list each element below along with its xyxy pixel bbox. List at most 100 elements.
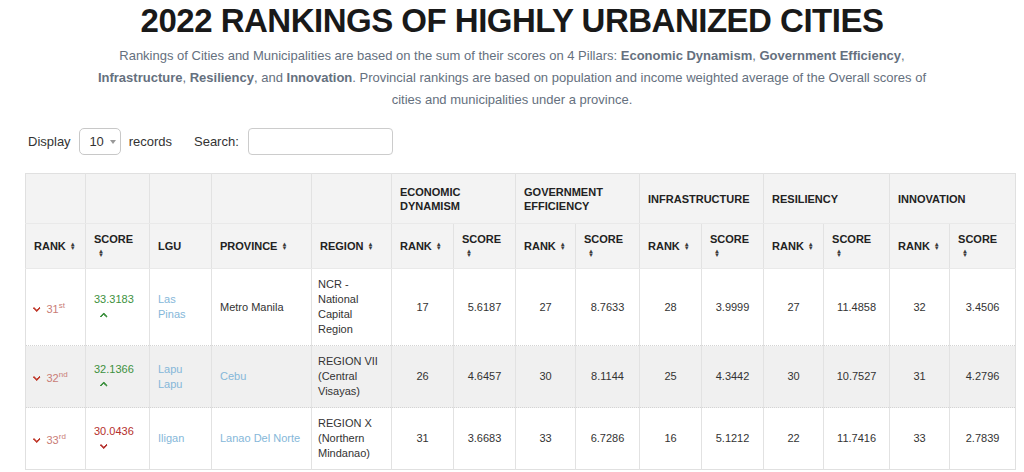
pillar-group-label: RESILIENCY [772,193,838,205]
pillar-score-cell: 8.1144 [576,346,640,408]
sort-icon: ▲▼ [70,242,76,251]
header-spacer-province [212,174,312,224]
column-header-label: SCORE [832,233,871,245]
display-label: Display [28,134,71,149]
column-header-resiliency-score[interactable]: SCORE▲▼ [824,224,890,269]
overall-score-cell: 32.1366 [86,346,150,408]
pillar-name-resiliency: Resiliency [190,70,254,85]
rank-cell: 31st [26,269,86,346]
province-link[interactable]: Lanao Del Norte [220,432,300,444]
page-size-select[interactable]: 10 [79,128,121,155]
region-cell: REGION X (Northern Mindanao) [312,408,392,470]
sort-icon: ▲▼ [367,242,373,251]
column-header-label: SCORE [710,233,749,245]
trend-up-icon [100,312,108,320]
lgu-cell: Lapu Lapu [150,346,212,408]
trend-down-icon [33,435,41,443]
lgu-link[interactable]: Iligan [158,432,184,444]
lgu-link[interactable]: Las Pinas [158,293,186,320]
column-header-economic-dynamism-score[interactable]: SCORE▲▼ [454,224,516,269]
column-header-innovation-score[interactable]: SCORE ▲▼ [950,224,1016,269]
province-cell: Lanao Del Norte [212,408,312,470]
pillar-score-cell: 5.6187 [454,269,516,346]
page-size-value: 10 [89,134,103,149]
column-header-province[interactable]: PROVINCE▲▼ [212,224,312,269]
pillar-group-header-government-efficiency: GOVERNMENT EFFICIENCY [516,174,640,224]
overall-score-cell: 30.0436 [86,408,150,470]
column-header-label: SCORE [584,233,623,245]
sort-icon: ▲▼ [588,249,594,258]
column-header-government-efficiency-rank[interactable]: RANK▲▼ [516,224,576,269]
sort-icon: ▲▼ [281,242,287,251]
column-header-infrastructure-rank[interactable]: RANK▲▼ [640,224,702,269]
column-header-score[interactable]: SCORE ▲▼ [86,224,150,269]
trend-up-icon [100,382,108,390]
column-header-label: RANK [400,240,432,252]
search-input[interactable] [248,128,393,155]
sort-icon: ▲▼ [560,242,566,251]
search-label: Search: [194,134,239,149]
sort-icon: ▲▼ [98,249,104,258]
rankings-table: ECONOMIC DYNAMISMGOVERNMENT EFFICIENCYIN… [25,173,1016,470]
sort-icon: ▲▼ [934,242,940,251]
rank-value: 33 [47,434,59,446]
column-header-rank[interactable]: RANK▲▼ [26,224,86,269]
region-text: REGION X (Northern Mindanao) [318,417,372,459]
pillar-rank-cell: 32 [890,269,950,346]
pillar-score-cell: 10.7527 [824,346,890,408]
pillar-score-cell: 5.1212 [702,408,764,470]
pillar-score-cell: 4.6457 [454,346,516,408]
pillar-rank-cell: 16 [640,408,702,470]
pillar-score-cell: 3.9999 [702,269,764,346]
pillar-rank-cell: 22 [764,408,824,470]
rank-ordinal-suffix: rd [59,432,66,441]
pillar-score-cell: 6.7286 [576,408,640,470]
pillar-rank-cell: 26 [392,346,454,408]
column-header-label: SCORE [958,233,997,245]
page-subtitle: Rankings of Cities and Municipalities ar… [87,45,937,111]
lgu-link[interactable]: Lapu Lapu [158,363,182,390]
table-row: 33rd30.0436IliganLanao Del NorteREGION X… [26,408,1016,470]
column-header-innovation-rank[interactable]: RANK▲▼ [890,224,950,269]
subtitle-text: , and [254,70,287,85]
rank-ordinal-suffix: nd [59,370,68,379]
chevron-down-icon [110,140,116,144]
subtitle-text: . Provincial rankings are based on popul… [352,70,926,107]
pillar-rank-cell: 17 [392,269,454,346]
region-text: REGION VII (Central Visayas) [318,355,378,397]
header-spacer-region [312,174,392,224]
pillar-rank-cell: 33 [890,408,950,470]
pillar-rank-cell: 25 [640,346,702,408]
records-label: records [129,134,172,149]
pillar-rank-cell: 31 [890,346,950,408]
subtitle-text: , [182,70,189,85]
sort-icon: ▲▼ [684,242,690,251]
table-row: 31st33.3183Las PinasMetro ManilaNCR - Na… [26,269,1016,346]
column-header-government-efficiency-score[interactable]: SCORE ▲▼ [576,224,640,269]
sort-icon: ▲▼ [436,242,442,251]
region-cell: NCR - National Capital Region [312,269,392,346]
column-header-region[interactable]: REGION▲▼ [312,224,392,269]
column-header-resiliency-rank[interactable]: RANK▲▼ [764,224,824,269]
pillar-group-header-innovation: INNOVATION [890,174,1016,224]
column-header-economic-dynamism-rank[interactable]: RANK ▲▼ [392,224,454,269]
header-spacer-rank [26,174,86,224]
region-text: NCR - National Capital Region [318,278,358,335]
column-header-label: SCORE [94,233,133,245]
pillar-rank-cell: 27 [764,269,824,346]
overall-score-value: 32.1366 [94,363,134,375]
sort-icon: ▲▼ [962,249,968,258]
province-link[interactable]: Cebu [220,370,246,382]
page-title: 2022 RANKINGS OF HIGHLY URBANIZED CITIES [0,0,1024,40]
column-header-label: LGU [158,240,181,252]
header-spacer-score [86,174,150,224]
column-header-row: RANK▲▼SCORE▲▼LGUPROVINCE▲▼REGION▲▼RANK▲▼… [26,224,1016,269]
rank-value: 31 [47,302,59,314]
lgu-cell: Las Pinas [150,269,212,346]
pillar-group-header-resiliency: RESILIENCY [764,174,890,224]
overall-score-cell: 33.3183 [86,269,150,346]
column-header-lgu: LGU [150,224,212,269]
rank-ordinal-suffix: st [59,301,65,310]
sort-icon: ▲▼ [466,249,472,258]
column-header-infrastructure-score[interactable]: SCORE▲▼ [702,224,764,269]
